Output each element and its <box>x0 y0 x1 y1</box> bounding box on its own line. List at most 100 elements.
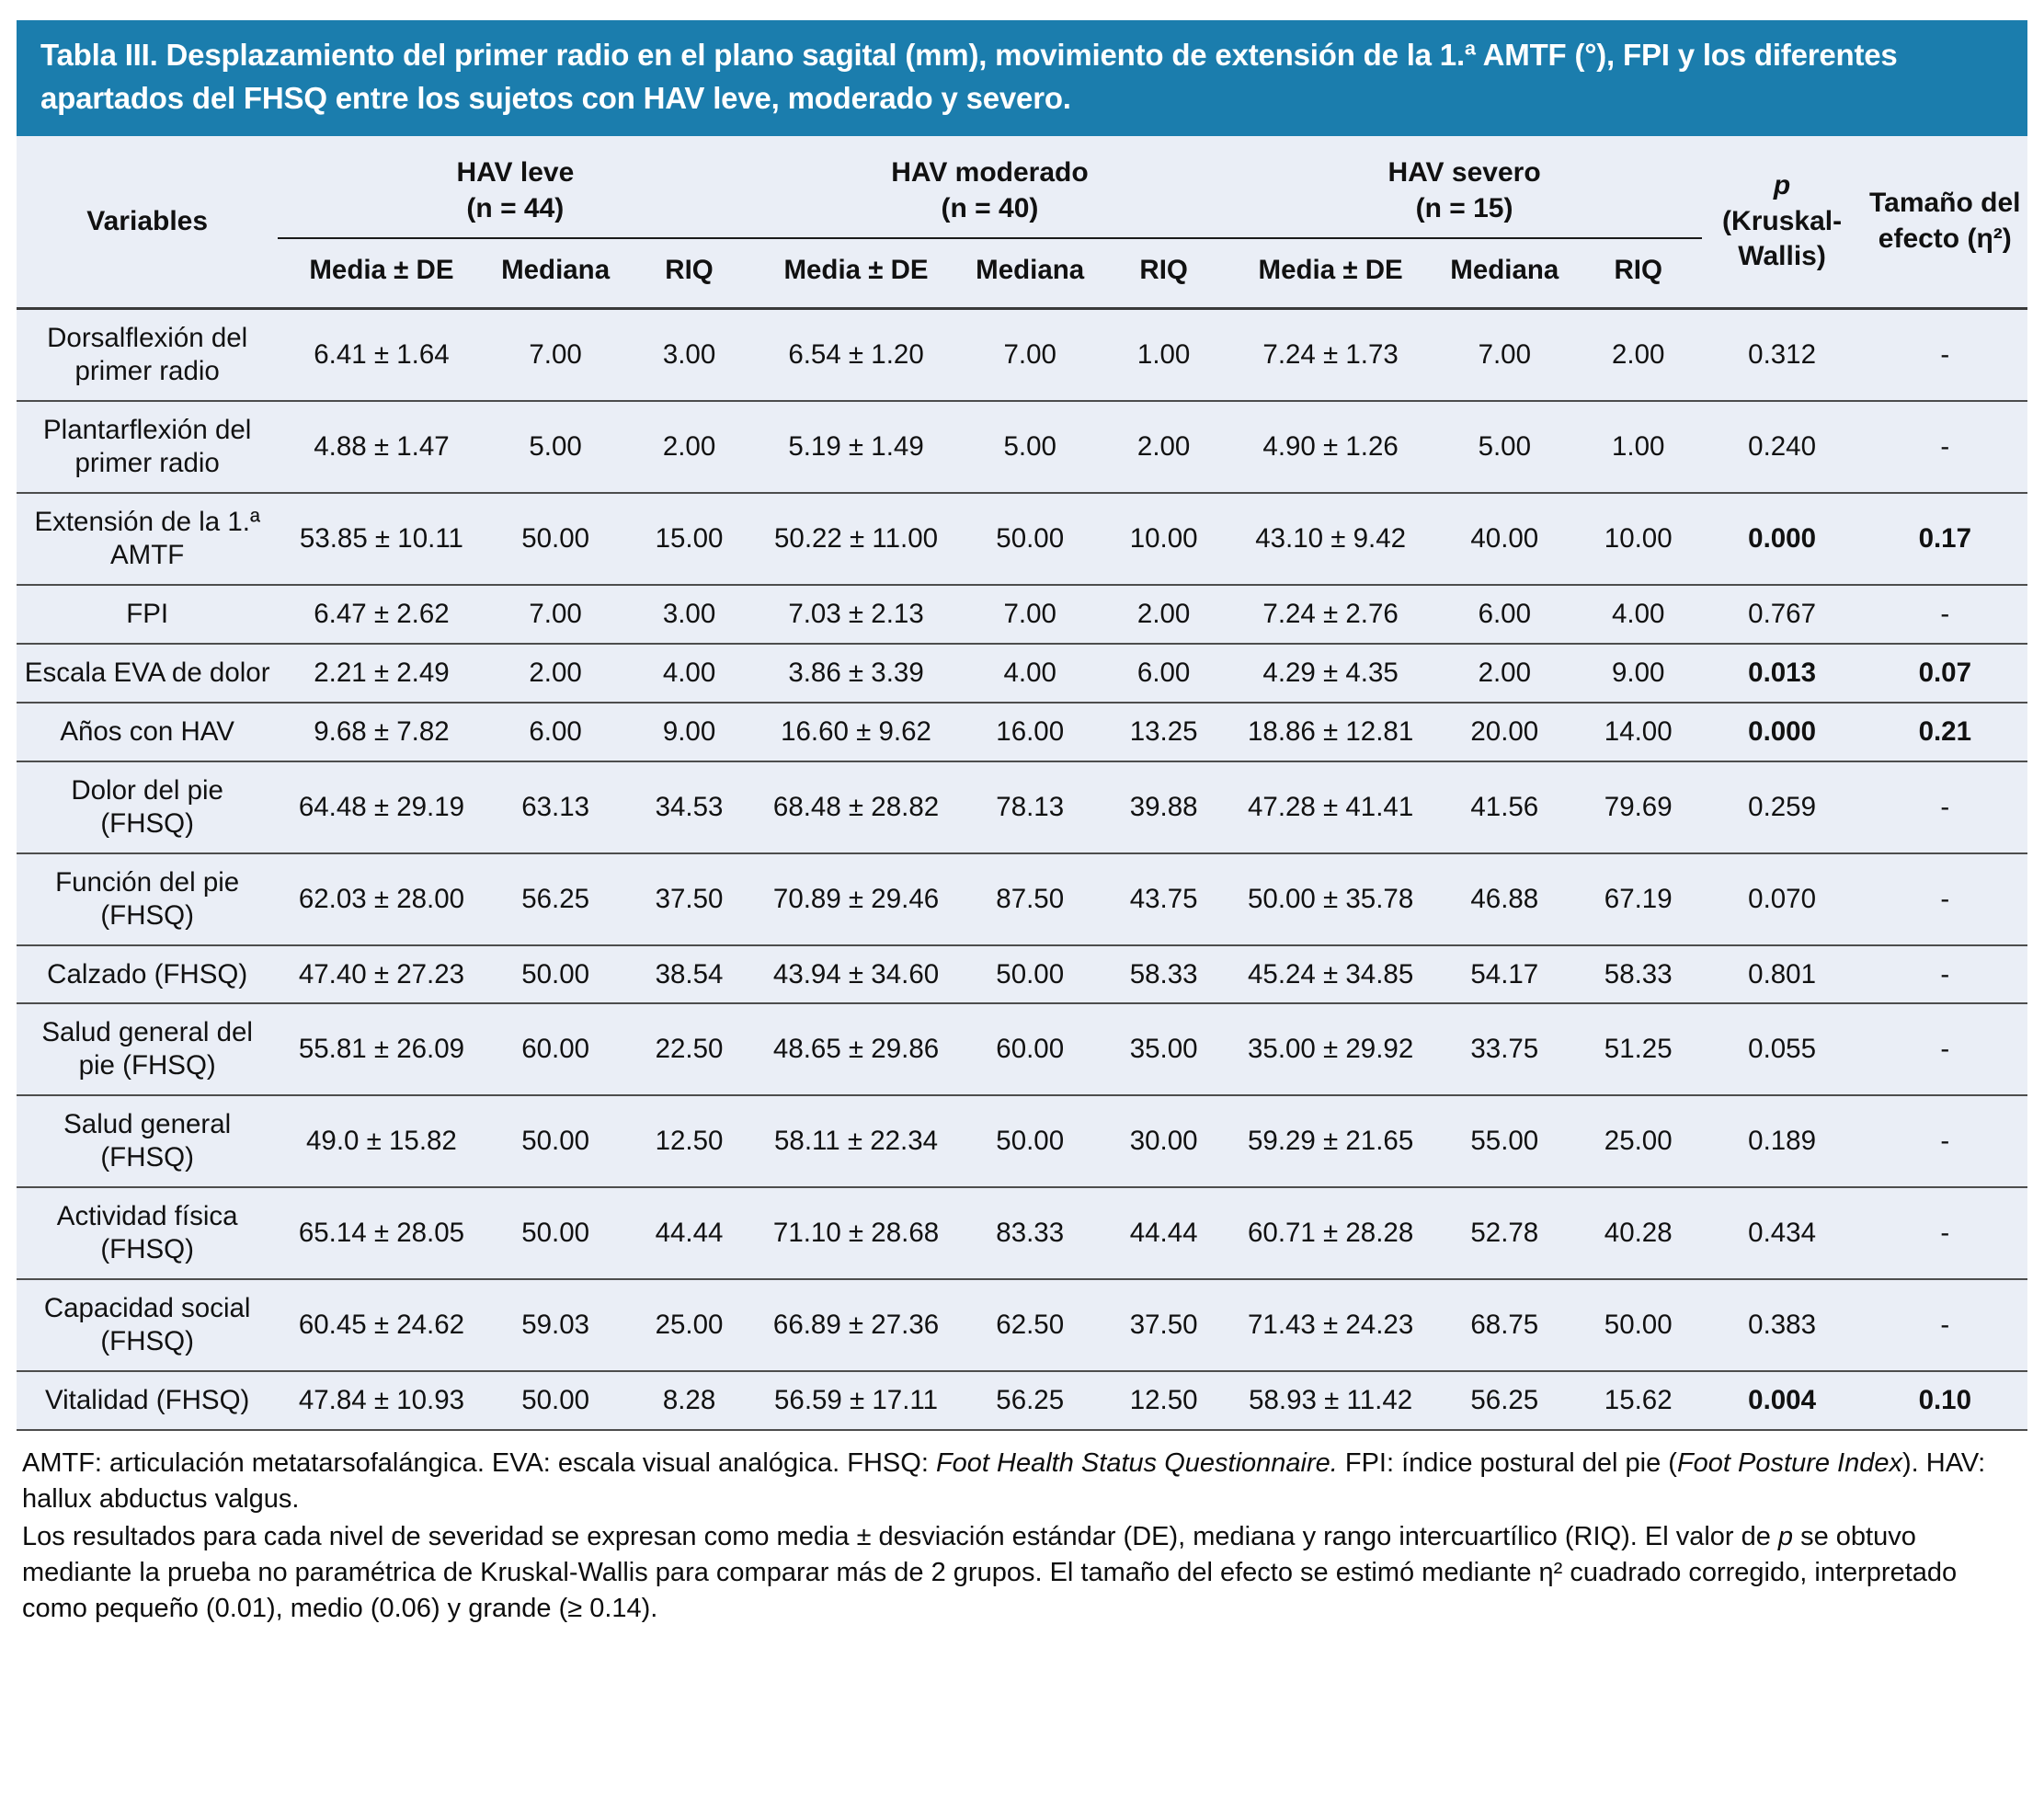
table-figure: Tabla III. Desplazamiento del primer rad… <box>17 20 2027 1627</box>
group-n: (n = 44) <box>466 192 565 223</box>
value-cell: 44.44 <box>1100 1186 1228 1280</box>
value-cell: 60.00 <box>485 1002 626 1096</box>
effect-size-cell: - <box>1862 1186 2027 1280</box>
value-cell: 30.00 <box>1100 1094 1228 1188</box>
value-cell: 50.00 <box>959 491 1101 585</box>
effect-size-cell: 0.21 <box>1862 701 2027 761</box>
value-cell: 66.89 ± 27.36 <box>752 1278 960 1372</box>
value-cell: 56.59 ± 17.11 <box>752 1370 960 1432</box>
value-cell: 58.11 ± 22.34 <box>752 1094 960 1188</box>
group-header-row: Variables HAV leve (n = 44) HAV moderado… <box>17 135 2027 310</box>
effect-size-cell: 0.07 <box>1862 642 2027 703</box>
value-cell: 51.25 <box>1574 1002 1702 1096</box>
column-header-mediana: Mediana <box>1433 237 1575 310</box>
value-cell: 44.44 <box>625 1186 753 1280</box>
value-cell: 60.71 ± 28.28 <box>1227 1186 1434 1280</box>
value-cell: 20.00 <box>1433 701 1575 761</box>
value-cell: 59.03 <box>485 1278 626 1372</box>
value-cell: 15.00 <box>625 491 753 585</box>
value-cell: 5.00 <box>1433 399 1575 493</box>
value-cell: 7.24 ± 2.76 <box>1227 583 1434 644</box>
value-cell: 56.25 <box>959 1370 1101 1432</box>
variable-cell: Capacidad social (FHSQ) <box>17 1278 279 1372</box>
effect-size-cell: - <box>1862 852 2027 945</box>
variable-cell: Salud general (FHSQ) <box>17 1094 279 1188</box>
value-cell: 7.00 <box>1003 338 1056 370</box>
value-cell: 5.00 <box>959 399 1101 493</box>
value-cell: 63.13 <box>485 760 626 853</box>
table-row: FPI 6.47 ± 2.62 7.00 3.00 7.03 ± 2.13 7.00 2.0… <box>17 583 2027 644</box>
value-cell: 64.48 ± 29.19 <box>278 760 485 853</box>
footnote-segment: Los resultados para cada nivel de severi… <box>22 1522 1778 1552</box>
value-cell: 87.50 <box>959 852 1101 945</box>
value-cell: 2.00 <box>1100 399 1228 493</box>
table-row: Salud general (FHSQ) 49.0 ± 15.82 50.00 12.… <box>17 1094 2027 1188</box>
column-header-variables: Variables <box>17 135 279 310</box>
variable-cell: Actividad física (FHSQ) <box>17 1186 279 1280</box>
value-cell: 50.00 <box>485 491 626 585</box>
variable-cell: Dorsalflexión del primer radio <box>47 322 248 386</box>
value-cell: 4.88 ± 1.47 <box>278 399 485 493</box>
table-row: Salud general del pie (FHSQ) 55.81 ± 26.0… <box>17 1002 2027 1096</box>
effect-size-cell: 0.10 <box>1862 1370 2027 1432</box>
value-cell: 50.00 <box>485 944 626 1004</box>
column-header-effect-size: Tamaño del efecto (η²) <box>1862 135 2027 310</box>
value-cell: 79.69 <box>1574 760 1702 853</box>
table-row: Años con HAV 9.68 ± 7.82 6.00 9.00 16.60 ± 9… <box>17 701 2027 761</box>
value-cell: 4.90 ± 1.26 <box>1227 399 1434 493</box>
p-value-cell: 0.240 <box>1701 399 1863 493</box>
value-cell: 78.13 <box>959 760 1101 853</box>
group-name: HAV moderado <box>891 156 1089 188</box>
sub-header-row: Media ± DE Mediana RIQ Media ± DE Mediana RIQ… <box>17 237 2027 310</box>
table-row: Calzado (FHSQ) 47.40 ± 27.23 50.00 38.54 43.… <box>17 944 2027 1004</box>
value-cell: 10.00 <box>1100 491 1228 585</box>
value-cell: 2.00 <box>1612 338 1665 370</box>
value-cell: 50.00 <box>485 1370 626 1432</box>
footnote-segment: FPI: índice postural del pie ( <box>1337 1448 1677 1479</box>
value-cell: 2.00 <box>1100 583 1228 644</box>
value-cell: 53.85 ± 10.11 <box>278 491 485 585</box>
table-header: Variables HAV leve (n = 44) HAV moderado… <box>17 135 2027 310</box>
effect-size-cell: - <box>1862 1094 2027 1188</box>
effect-size-cell: - <box>1940 338 1950 370</box>
variable-cell: Escala EVA de dolor <box>17 642 279 703</box>
value-cell: 83.33 <box>959 1186 1101 1280</box>
table-row: Vitalidad (FHSQ) 47.84 ± 10.93 50.00 8.28 56… <box>17 1370 2027 1432</box>
column-header-riq: RIQ <box>1574 237 1702 310</box>
value-cell: 6.41 ± 1.64 <box>314 338 450 370</box>
p-value-cell: 0.055 <box>1701 1002 1863 1096</box>
footnote-segment: se obtuvo mediante la prueba no paramétr… <box>22 1522 1958 1623</box>
variable-cell: FPI <box>17 583 279 644</box>
value-cell: 1.00 <box>1574 399 1702 493</box>
value-cell: 60.45 ± 24.62 <box>278 1278 485 1372</box>
value-cell: 62.03 ± 28.00 <box>278 852 485 945</box>
value-cell: 10.00 <box>1574 491 1702 585</box>
value-cell: 45.24 ± 34.85 <box>1227 944 1434 1004</box>
value-cell: 22.50 <box>625 1002 753 1096</box>
value-cell: 6.00 <box>1100 642 1228 703</box>
value-cell: 18.86 ± 12.81 <box>1227 701 1434 761</box>
value-cell: 41.56 <box>1433 760 1575 853</box>
value-cell: 34.53 <box>625 760 753 853</box>
p-value-cell: 0.259 <box>1701 760 1863 853</box>
value-cell: 2.00 <box>625 399 753 493</box>
variable-cell: Extensión de la 1.ª AMTF <box>17 491 279 585</box>
value-cell: 4.29 ± 4.35 <box>1227 642 1434 703</box>
table-row: Extensión de la 1.ª AMTF 53.85 ± 10.11 50.… <box>17 491 2027 585</box>
variable-cell: Calzado (FHSQ) <box>17 944 279 1004</box>
table-row: Actividad física (FHSQ) 65.14 ± 28.05 50.0… <box>17 1186 2027 1280</box>
footnote-segment: ). HAV: hallux abductus valgus. <box>22 1448 1986 1515</box>
value-cell: 48.65 ± 29.86 <box>752 1002 960 1096</box>
value-cell: 55.81 ± 26.09 <box>278 1002 485 1096</box>
value-cell: 67.19 <box>1574 852 1702 945</box>
value-cell: 25.00 <box>625 1278 753 1372</box>
value-cell: 54.17 <box>1433 944 1575 1004</box>
value-cell: 9.68 ± 7.82 <box>278 701 485 761</box>
variable-cell: Función del pie (FHSQ) <box>17 852 279 945</box>
value-cell: 14.00 <box>1574 701 1702 761</box>
footnote-segment: Foot Health Status Questionnaire. <box>935 1448 1338 1479</box>
value-cell: 12.50 <box>625 1094 753 1188</box>
value-cell: 40.00 <box>1433 491 1575 585</box>
p-value-cell: 0.383 <box>1701 1278 1863 1372</box>
value-cell: 58.33 <box>1100 944 1228 1004</box>
